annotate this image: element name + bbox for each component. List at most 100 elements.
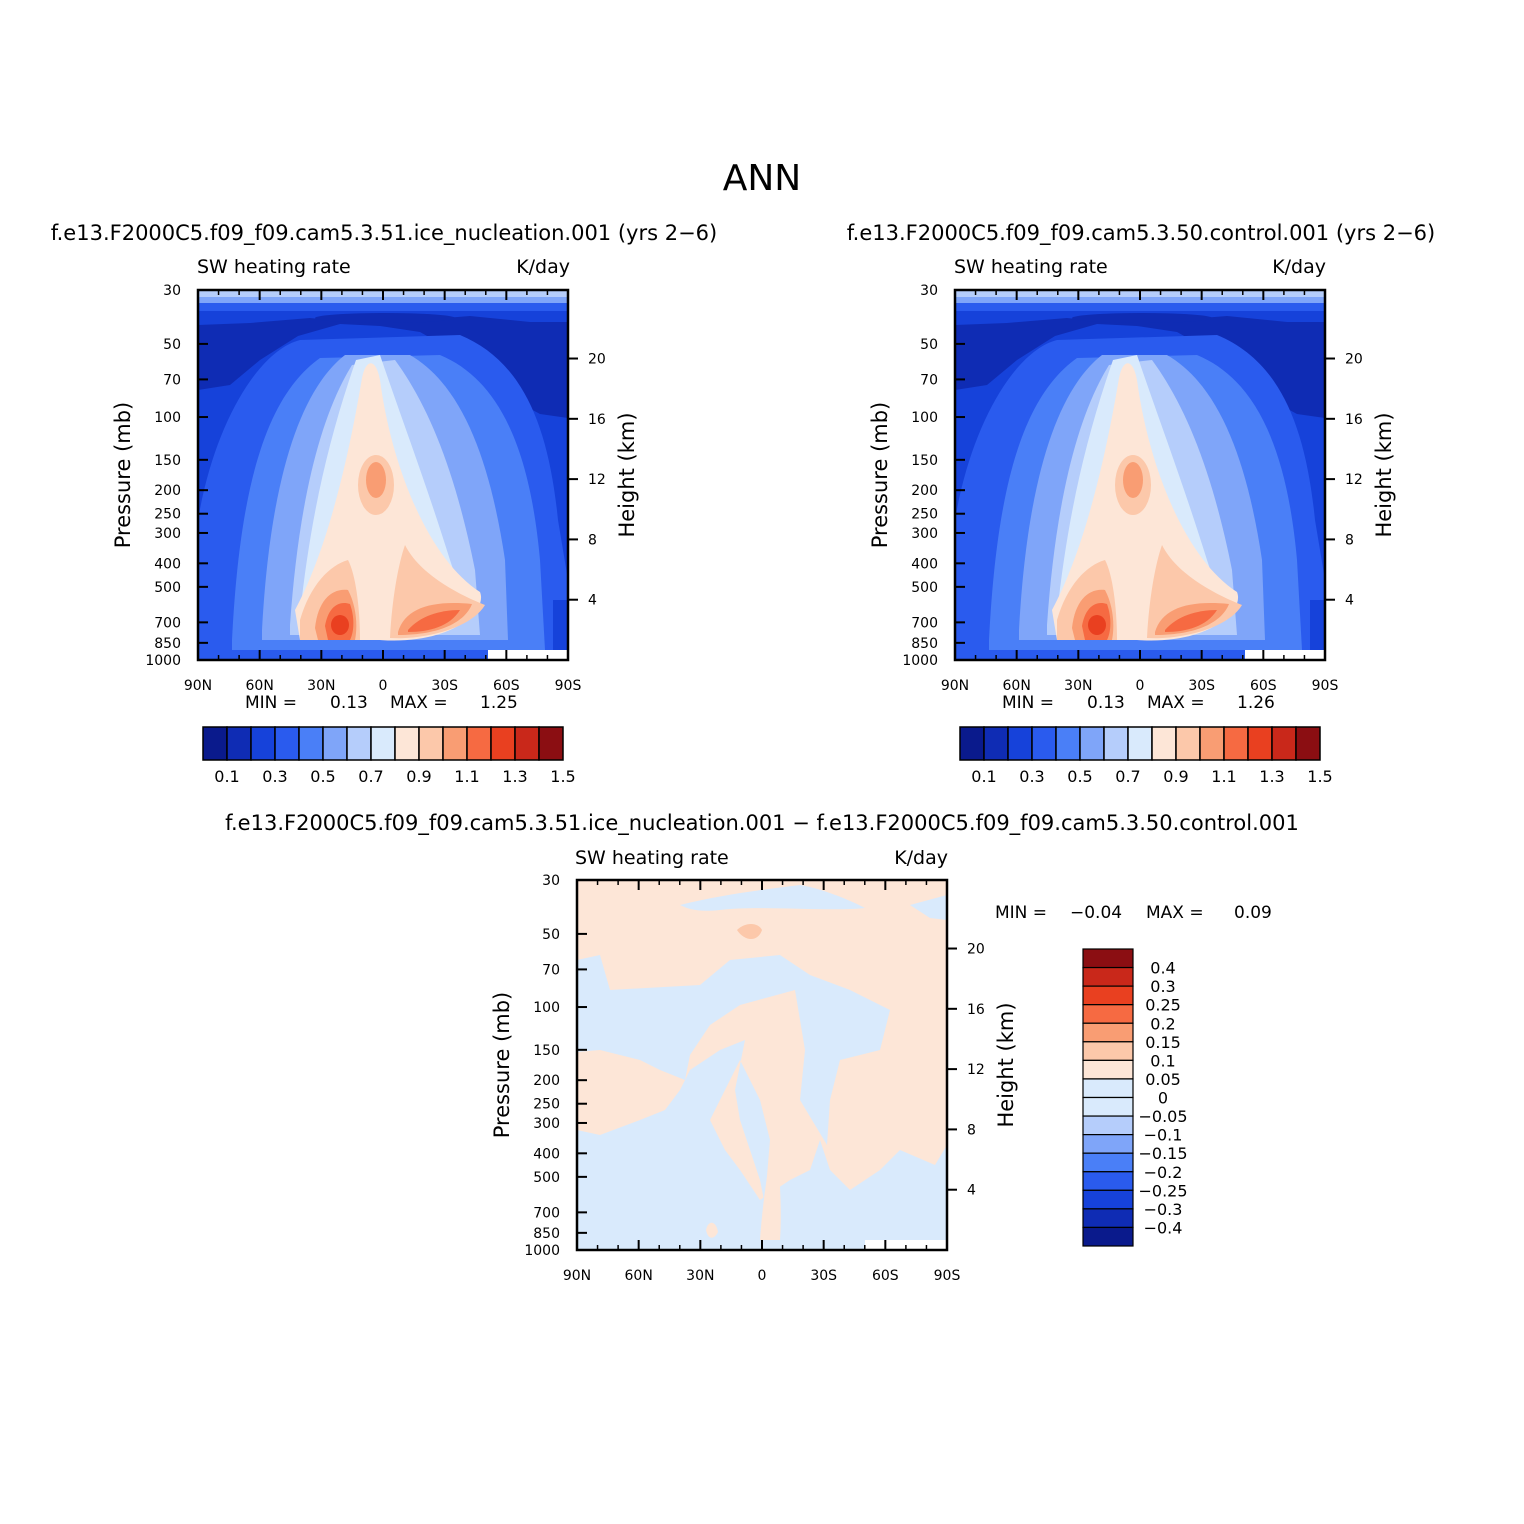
colorbar-box: [1031, 726, 1057, 761]
y-tick-label: 300: [154, 526, 181, 542]
contour-field: [955, 290, 1325, 660]
colorbar-box: [274, 726, 300, 761]
colorbar-label: 0.9: [406, 767, 431, 786]
y-right-tick-label: 8: [1345, 532, 1354, 548]
panel-title: f.e13.F2000C5.f09_f09.cam5.3.50.control.…: [847, 221, 1435, 246]
colorbar-box: [1082, 948, 1134, 969]
x-tick-label: 60S: [493, 678, 520, 694]
colorbar-box: [250, 726, 276, 761]
colorbar-box: [1082, 1041, 1134, 1061]
colorbar-label: 0.15: [1145, 1033, 1181, 1052]
colorbar-label: −0.4: [1144, 1218, 1183, 1237]
colorbar-label: 1.5: [1307, 767, 1332, 786]
y-right-tick-label: 20: [1345, 352, 1363, 368]
colorbar-label: 0.1: [1150, 1051, 1175, 1070]
panel-title: f.e13.F2000C5.f09_f09.cam5.3.51.ice_nucl…: [225, 811, 1299, 836]
y-tick-label: 50: [920, 337, 938, 353]
y-tick-label: 1000: [524, 1243, 560, 1259]
max-value: 1.26: [1237, 693, 1275, 713]
y-tick-label: 100: [533, 1000, 560, 1016]
y-tick-label: 70: [920, 372, 938, 388]
y-right-tick-label: 20: [967, 942, 985, 958]
y-tick-label: 400: [154, 556, 181, 572]
colorbar-box: [1082, 966, 1134, 987]
colorbar-box: [1271, 726, 1297, 761]
x-tick-label: 0: [379, 678, 388, 694]
y-tick-label: 150: [533, 1043, 560, 1059]
y-tick-label: 850: [154, 636, 181, 652]
min-value: 0.13: [1087, 693, 1125, 713]
y-tick-label: 200: [533, 1073, 560, 1089]
x-tick-label: 0: [758, 1268, 767, 1284]
colorbar-label: 0.25: [1145, 996, 1181, 1015]
colorbar-label: 0.1: [971, 767, 996, 786]
y-axis-label: Pressure (mb): [111, 402, 135, 549]
y-tick-label: 300: [533, 1116, 560, 1132]
colorbar-box: [298, 726, 324, 761]
y-tick-label: 300: [911, 526, 938, 542]
colorbar-box: [1175, 726, 1201, 761]
colorbar-box: [1082, 1189, 1134, 1210]
colorbar-box: [466, 726, 492, 761]
x-tick-label: 90S: [555, 678, 582, 694]
x-tick-label: 90S: [1312, 678, 1339, 694]
colorbar-box: [1103, 726, 1129, 761]
colorbar-box: [226, 726, 252, 761]
y-axis-right-label: Height (km): [1372, 412, 1396, 537]
colorbar-box: [394, 726, 420, 761]
contour-field: [198, 290, 568, 660]
colorbar-box: [1082, 1152, 1134, 1173]
panel-title: f.e13.F2000C5.f09_f09.cam5.3.51.ice_nucl…: [51, 221, 717, 246]
y-tick-label: 850: [911, 636, 938, 652]
colorbar-box: [1082, 1208, 1134, 1229]
y-tick-label: 50: [163, 337, 181, 353]
colorbar-box: [346, 726, 372, 761]
y-axis-right-label: Height (km): [994, 1002, 1018, 1127]
colorbar-box: [1295, 726, 1321, 761]
max-label: MAX =: [390, 693, 448, 713]
colorbar-label: 1.5: [550, 767, 575, 786]
y-tick-label: 400: [911, 556, 938, 572]
min-value: 0.13: [330, 693, 368, 713]
colorbar-box: [370, 726, 396, 761]
y-tick-label: 700: [911, 615, 938, 631]
y-axis-label: Pressure (mb): [868, 402, 892, 549]
colorbar-box: [1082, 1115, 1134, 1136]
colorbar-label: 0.05: [1145, 1070, 1181, 1089]
x-tick-label: 30S: [810, 1268, 837, 1284]
panel-control: f.e13.F2000C5.f09_f09.cam5.3.50.control.…: [847, 221, 1435, 786]
units-label: K/day: [894, 847, 948, 869]
y-tick-label: 700: [154, 615, 181, 631]
axes: 90N 60N 30N 0 30S 60S 90S 30 50 70 100 150 200 250 300…: [902, 283, 1363, 694]
colorbar-label: −0.3: [1144, 1200, 1183, 1219]
variable-label: SW heating rate: [197, 256, 351, 278]
y-tick-label: 250: [154, 507, 181, 523]
units-label: K/day: [516, 256, 570, 278]
colorbar-label: −0.2: [1144, 1163, 1183, 1182]
x-tick-label: 30N: [1064, 678, 1092, 694]
y-right-tick-label: 8: [967, 1122, 976, 1138]
colorbar-box: [1082, 1078, 1134, 1099]
y-axis-right-label: Height (km): [615, 412, 639, 537]
min-label: MIN =: [1002, 693, 1054, 713]
colorbar-label: 0.2: [1150, 1014, 1175, 1033]
colorbar-label: 0.3: [1019, 767, 1044, 786]
colorbar-label: 0.7: [358, 767, 383, 786]
colorbar: 0.1 0.3 0.5 0.7 0.9 1.1 1.3 1.5: [202, 726, 576, 786]
y-right-tick-label: 16: [588, 412, 606, 428]
x-tick-label: 60S: [1250, 678, 1277, 694]
x-tick-label: 90N: [941, 678, 969, 694]
colorbar-box: [1082, 1004, 1134, 1024]
max-label: MAX =: [1146, 903, 1204, 923]
colorbar-box: [202, 726, 228, 761]
x-tick-label: 30S: [431, 678, 458, 694]
colorbar-box: [1082, 1226, 1134, 1247]
colorbar-label: 0.5: [1067, 767, 1092, 786]
x-tick-label: 30N: [686, 1268, 714, 1284]
x-tick-label: 60N: [1003, 678, 1031, 694]
y-tick-label: 200: [911, 483, 938, 499]
units-label: K/day: [1272, 256, 1326, 278]
colorbar-box: [418, 726, 444, 761]
y-tick-label: 30: [163, 283, 181, 299]
